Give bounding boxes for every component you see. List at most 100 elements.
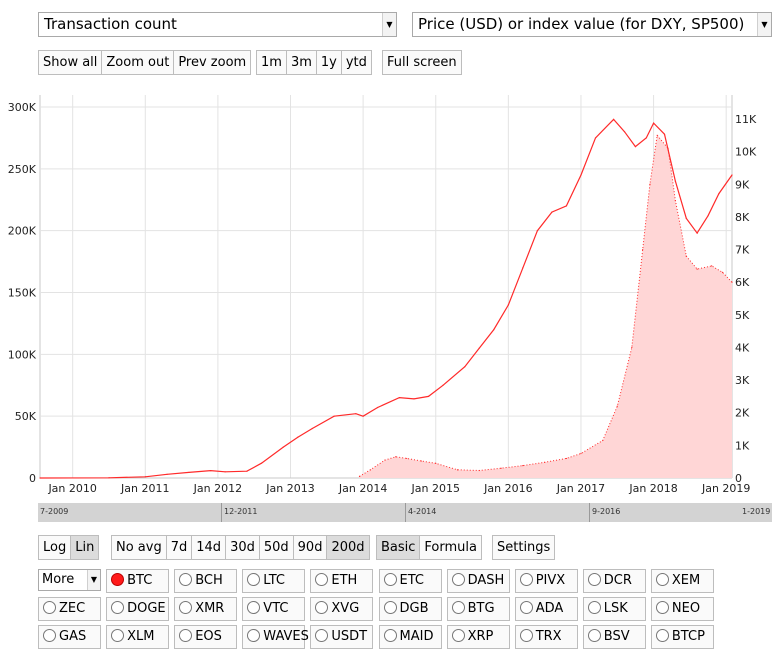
x-tick-label: Jan 2012 — [193, 482, 242, 495]
coin-button-xlm[interactable]: XLM — [106, 625, 170, 649]
transaction-count-data-point — [398, 397, 401, 399]
coin-label: XLM — [127, 629, 155, 644]
radio-icon — [655, 629, 669, 642]
transaction-count-data-point — [224, 471, 226, 473]
right-metric-select[interactable]: Price (USD) or index value (for DXY, SP5… — [412, 12, 772, 37]
prev-zoom-button[interactable]: Prev zoom — [174, 51, 251, 74]
y-left-tick-label: 50K — [15, 410, 37, 423]
coin-button-lsk[interactable]: LSK — [582, 597, 646, 621]
formula-mode-button[interactable]: Formula — [420, 536, 481, 559]
radio-icon — [587, 601, 601, 614]
coin-button-dcr[interactable]: DCR — [582, 569, 646, 593]
transaction-count-data-point — [493, 329, 495, 331]
price-data-point — [580, 452, 582, 455]
range-1y-button[interactable]: 1y — [316, 51, 342, 74]
coin-button-bch[interactable]: BCH — [174, 569, 238, 593]
avg-30d-button[interactable]: 30d — [226, 536, 260, 559]
coin-button-ada[interactable]: ADA — [514, 597, 578, 621]
coin-button-xrp[interactable]: XRP — [446, 625, 510, 649]
averaging-controls: No avg 7d 14d 30d 50d 90d 200d — [111, 535, 370, 560]
price-data-point — [435, 462, 437, 464]
price-data-point — [616, 405, 618, 407]
coin-button-ltc[interactable]: LTC — [242, 569, 306, 593]
coin-button-vtc[interactable]: VTC — [242, 597, 306, 621]
transaction-count-data-point — [594, 137, 597, 139]
y-right-tick-label: 7K — [735, 244, 750, 257]
y-left-tick-label: 300K — [8, 101, 37, 114]
coin-button-usdt[interactable]: USDT — [310, 625, 374, 649]
lin-scale-button[interactable]: Lin — [71, 536, 99, 559]
coin-button-btc[interactable]: BTC — [106, 569, 170, 593]
coin-button-xem[interactable]: XEM — [650, 569, 714, 593]
radio-icon — [179, 601, 193, 614]
avg-200d-button[interactable]: 200d — [327, 536, 369, 559]
coin-button-neo[interactable]: NEO — [650, 597, 714, 621]
coin-button-maid[interactable]: MAID — [378, 625, 442, 649]
settings-button[interactable]: Settings — [493, 536, 555, 559]
coin-button-etc[interactable]: ETC — [378, 569, 442, 593]
log-scale-button[interactable]: Log — [39, 536, 72, 559]
avg-14d-button[interactable]: 14d — [192, 536, 227, 559]
transaction-count-data-point — [645, 137, 647, 139]
coin-button-xvg[interactable]: XVG — [310, 597, 374, 621]
right-metric-value: Price (USD) or index value (for DXY, SP5… — [418, 15, 745, 33]
price-data-point — [721, 271, 724, 273]
full-screen-button[interactable]: Full screen — [383, 51, 461, 74]
transaction-count-data-point — [507, 304, 509, 306]
coin-button-dgb[interactable]: DGB — [378, 597, 442, 621]
chevron-down-icon: ▼ — [382, 13, 396, 36]
radio-icon — [451, 573, 465, 586]
coin-label: GAS — [59, 629, 87, 644]
coin-button-waves[interactable]: WAVES — [242, 625, 309, 649]
price-data-point — [602, 439, 604, 442]
transaction-count-data-point — [166, 473, 168, 475]
transaction-count-data-point — [551, 211, 553, 213]
avg-90d-button[interactable]: 90d — [293, 536, 328, 559]
avg-none-button[interactable]: No avg — [112, 536, 167, 559]
price-data-point — [731, 281, 733, 283]
chart[interactable]: 0 50K 100K 150K 200K 250K 300K 0 1K 2K 3K 4K 5K 6K 7K 8… — [0, 88, 783, 500]
transaction-count-data-point — [652, 122, 655, 124]
coin-button-btcp[interactable]: BTCP — [650, 625, 714, 649]
coin-button-pivx[interactable]: PIVX — [514, 569, 578, 593]
y-left-tick-label: 0 — [29, 472, 36, 485]
y-right-tick-label: 6K — [735, 276, 750, 289]
coin-button-xmr[interactable]: XMR — [174, 597, 238, 621]
transaction-count-data-point — [297, 436, 299, 438]
range-ytd-button[interactable]: ytd — [341, 51, 371, 74]
coin-button-trx[interactable]: TRX — [514, 625, 578, 649]
transaction-count-data-point — [413, 398, 415, 400]
basic-mode-button[interactable]: Basic — [377, 536, 421, 559]
more-select[interactable]: More ▼ — [38, 569, 101, 591]
left-metric-value: Transaction count — [44, 15, 177, 33]
show-all-button[interactable]: Show all — [39, 51, 103, 74]
left-metric-select[interactable]: Transaction count ▼ — [38, 12, 397, 37]
zoom-out-button[interactable]: Zoom out — [102, 51, 175, 74]
coin-button-bsv[interactable]: BSV — [582, 625, 646, 649]
range-1m-button[interactable]: 1m — [257, 51, 287, 74]
x-tick-label: Jan 2010 — [47, 482, 96, 495]
radio-icon — [383, 573, 397, 586]
coin-button-eth[interactable]: ETH — [310, 569, 374, 593]
coin-button-doge[interactable]: DOGE — [106, 597, 170, 621]
coin-button-gas[interactable]: GAS — [38, 625, 101, 649]
x-tick-label: Jan 2011 — [120, 482, 169, 495]
coin-button-dash[interactable]: DASH — [446, 569, 510, 593]
transaction-count-data-point — [188, 471, 190, 474]
transaction-count-data-point — [731, 174, 733, 176]
price-data-point — [369, 469, 371, 471]
coin-button-btg[interactable]: BTG — [446, 597, 510, 621]
avg-50d-button[interactable]: 50d — [259, 536, 294, 559]
coin-button-zec[interactable]: ZEC — [38, 597, 101, 621]
avg-7d-button[interactable]: 7d — [166, 536, 193, 559]
range-3m-button[interactable]: 3m — [286, 51, 317, 74]
coin-label: BCH — [195, 573, 223, 588]
transaction-count-data-point — [580, 174, 582, 176]
radio-icon — [451, 601, 465, 614]
coin-label: LTC — [263, 573, 286, 588]
transaction-count-data-point — [478, 347, 480, 349]
timeline-navigator[interactable]: 7-2009 12-2011 4-2014 9-2016 1-2019 — [38, 503, 772, 522]
coin-button-eos[interactable]: EOS — [174, 625, 238, 649]
coin-label: BTC — [127, 573, 153, 588]
radio-icon — [179, 573, 193, 586]
